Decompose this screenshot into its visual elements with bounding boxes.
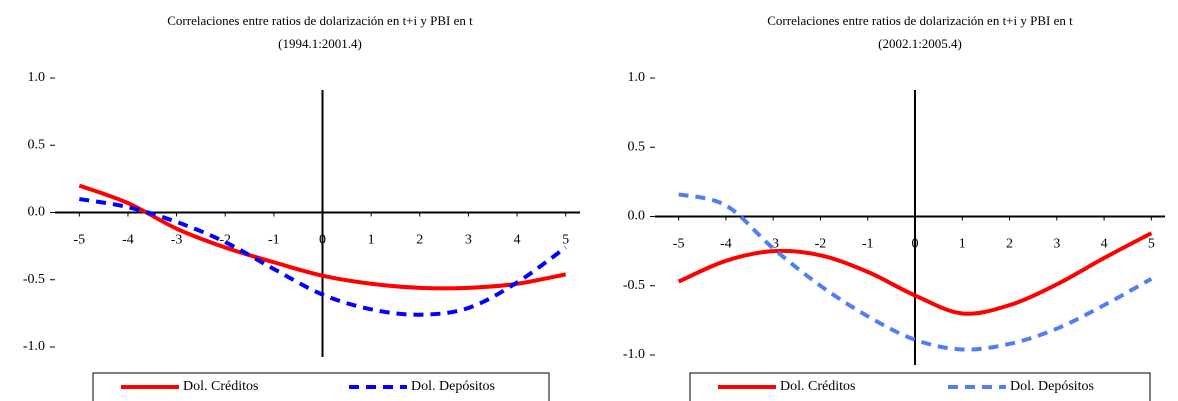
y-tick-label: 0.5 bbox=[628, 139, 646, 154]
series-line bbox=[78, 183, 567, 291]
legend-label: Dol. Créditos bbox=[780, 379, 855, 394]
x-tick-label: -1 bbox=[268, 233, 280, 248]
x-tick-label: -3 bbox=[767, 237, 779, 252]
y-tick-label: -1.0 bbox=[623, 347, 645, 362]
y-tick-label: 1.0 bbox=[28, 70, 46, 85]
y-tick-label: -0.5 bbox=[23, 272, 45, 287]
y-tick-label: -0.5 bbox=[623, 278, 645, 293]
x-tick-label: -5 bbox=[673, 237, 685, 252]
x-tick-label: 0 bbox=[319, 233, 326, 248]
x-tick-label: 2 bbox=[1006, 237, 1013, 252]
legend-label: Dol. Depósitos bbox=[1010, 379, 1094, 394]
y-tick-label: -1.0 bbox=[23, 339, 45, 354]
chart-subtitle: (1994.1:2001.4) bbox=[278, 36, 362, 51]
x-tick-label: 4 bbox=[514, 233, 521, 248]
chart-title: Correlaciones entre ratios de dolarizaci… bbox=[167, 13, 473, 28]
y-tick-label: 0.5 bbox=[28, 137, 46, 152]
x-tick-label: -2 bbox=[815, 237, 827, 252]
legend-label: Dol. Créditos bbox=[183, 379, 258, 394]
x-tick-label: 3 bbox=[465, 233, 472, 248]
x-tick-label: 5 bbox=[1148, 237, 1155, 252]
x-tick-label: 4 bbox=[1101, 237, 1108, 252]
y-tick-label: 0.0 bbox=[628, 209, 646, 224]
x-tick-label: -5 bbox=[73, 233, 85, 248]
x-tick-label: -4 bbox=[720, 237, 732, 252]
x-tick-label: 5 bbox=[562, 233, 569, 248]
y-tick-label: 1.0 bbox=[628, 70, 646, 85]
chart-title: Correlaciones entre ratios de dolarizaci… bbox=[767, 13, 1073, 28]
y-tick-label: 0.0 bbox=[28, 205, 46, 220]
x-tick-label: -3 bbox=[171, 233, 183, 248]
series-line bbox=[677, 231, 1153, 316]
x-tick-label: 3 bbox=[1053, 237, 1060, 252]
x-tick-label: 1 bbox=[368, 233, 375, 248]
series-line bbox=[678, 192, 1153, 352]
x-tick-label: -4 bbox=[122, 233, 134, 248]
x-tick-label: 2 bbox=[416, 233, 423, 248]
x-tick-label: -1 bbox=[862, 237, 874, 252]
x-tick-label: 1 bbox=[959, 237, 966, 252]
chart-subtitle: (2002.1:2005.4) bbox=[878, 36, 962, 51]
legend-label: Dol. Depósitos bbox=[411, 379, 495, 394]
x-tick-label: 0 bbox=[912, 237, 919, 252]
x-tick-label: -2 bbox=[219, 233, 231, 248]
series-line bbox=[78, 197, 567, 317]
